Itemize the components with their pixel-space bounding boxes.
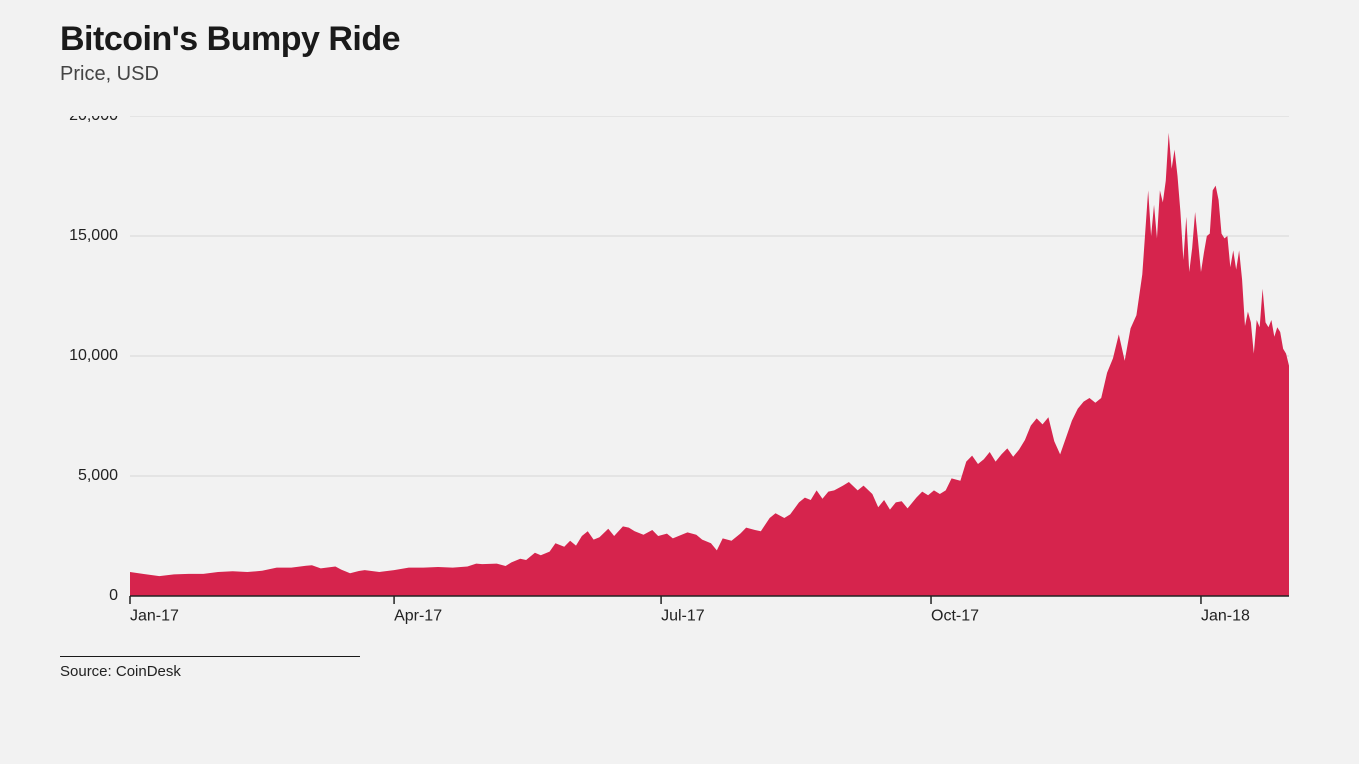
chart-container: Bitcoin's Bumpy Ride Price, USD 0 5,000 10… xyxy=(0,0,1359,764)
y-axis-label: 10,000 xyxy=(69,347,118,364)
separator-line xyxy=(60,656,360,657)
x-axis-label: Jan-17 xyxy=(130,607,179,624)
y-axis-label: 15,000 xyxy=(69,227,118,244)
plot-area: 0 5,000 10,000 15,000 20,000 Jan-17 Apr-17 Jul-… xyxy=(60,116,1299,636)
chart-title: Bitcoin's Bumpy Ride xyxy=(60,20,1299,59)
x-axis-label: Oct-17 xyxy=(931,607,979,624)
price-area-series xyxy=(130,133,1289,596)
y-axis-label: 20,000 xyxy=(69,116,118,124)
chart-source: Source: CoinDesk xyxy=(60,663,1299,680)
x-axis-label: Apr-17 xyxy=(394,607,442,624)
x-axis-label: Jan-18 xyxy=(1201,607,1250,624)
y-axis-label: 0 xyxy=(109,587,118,604)
x-axis-label: Jul-17 xyxy=(661,607,705,624)
y-axis-label: 5,000 xyxy=(78,467,118,484)
area-chart-svg: 0 5,000 10,000 15,000 20,000 Jan-17 Apr-17 Jul-… xyxy=(60,116,1299,636)
chart-subtitle: Price, USD xyxy=(60,63,1299,86)
